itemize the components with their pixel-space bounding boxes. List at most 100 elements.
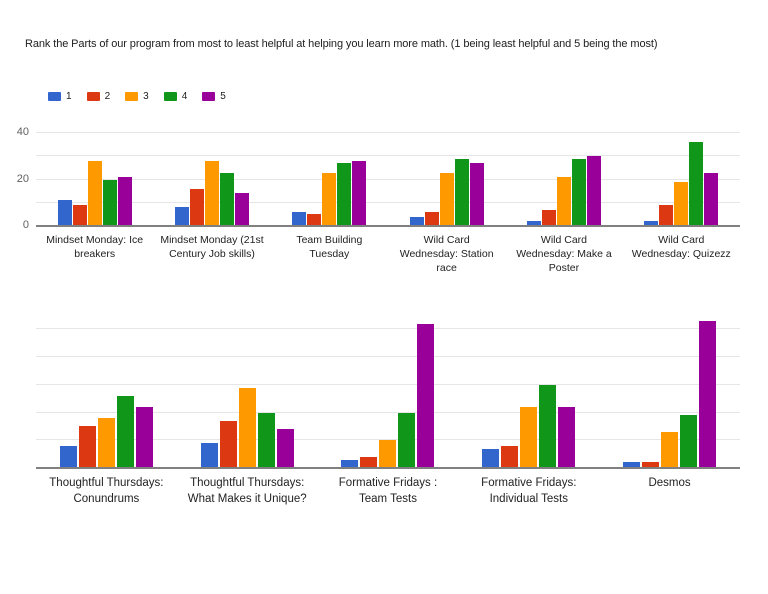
bar-rating-5 (558, 407, 576, 468)
bar-rating-5 (135, 407, 153, 468)
legend-item-4: 4 (163, 91, 188, 102)
bar-groups (36, 133, 740, 226)
bar-rating-5 (352, 160, 367, 226)
category-label: Wild Card Wednesday: Make a Poster (516, 234, 612, 275)
bar-rating-3 (674, 181, 689, 226)
bar-rating-3 (379, 440, 397, 468)
question-title: Rank the Parts of our program from most … (25, 38, 658, 50)
bar-rating-1 (526, 221, 541, 226)
bar-group (318, 310, 459, 468)
bar-rating-1 (482, 448, 500, 468)
bar-rating-5 (586, 156, 601, 226)
gridline (36, 411, 740, 413)
bar-rating-1 (174, 207, 189, 226)
legend-swatch-icon (163, 92, 177, 101)
bar-rating-3 (520, 407, 538, 468)
gridline (36, 328, 740, 330)
gridline (36, 132, 740, 133)
bar-rating-5 (276, 429, 294, 468)
y-axis-tick-label: 0 (22, 219, 29, 231)
gridline (36, 439, 740, 441)
legend-label: 1 (66, 91, 72, 102)
x-axis-line (36, 225, 740, 227)
legend-label: 4 (181, 91, 188, 102)
x-axis-line (36, 467, 740, 469)
category-labels-bottom: Thoughtful Thursdays: Conundrums Thoughtf… (36, 476, 740, 507)
bar-rating-5 (417, 323, 435, 468)
bar-rating-1 (292, 212, 307, 226)
legend-label: 5 (220, 91, 226, 102)
bar-groups (36, 310, 740, 468)
bar-rating-4 (539, 384, 557, 468)
bar-rating-4 (454, 158, 469, 226)
bar-rating-2 (72, 205, 87, 226)
bar-rating-1 (623, 462, 641, 468)
bar-group (153, 133, 270, 226)
category-label: Team Building Tuesday (296, 234, 363, 261)
bar-rating-1 (409, 216, 424, 226)
bar-rating-3 (556, 177, 571, 226)
bar-rating-2 (219, 420, 237, 468)
bar-rating-4 (257, 412, 275, 468)
bar-rating-2 (78, 426, 96, 468)
legend-swatch-icon (86, 92, 100, 101)
bar-rating-4 (102, 179, 117, 226)
category-label: Formative Fridays : Team Tests (338, 477, 438, 505)
bar-rating-3 (238, 387, 256, 468)
bar-group (623, 133, 740, 226)
bar-rating-1 (59, 445, 77, 468)
category-label: Mindset Monday: Ice breakers (46, 234, 144, 261)
ratings-chart-bottom (0, 310, 768, 469)
legend-swatch-icon (48, 92, 61, 101)
bar-rating-4 (116, 395, 134, 468)
gridline (36, 178, 740, 180)
bar-rating-4 (219, 172, 234, 226)
bar-rating-4 (680, 415, 698, 468)
legend-item-2: 2 (86, 91, 111, 102)
bar-rating-2 (642, 462, 660, 468)
legend-swatch-icon (125, 92, 139, 101)
bar-rating-1 (341, 459, 359, 468)
gridline (36, 155, 740, 157)
bar-rating-3 (439, 172, 454, 226)
bar-rating-5 (704, 172, 719, 226)
bar-rating-3 (661, 431, 679, 468)
bar-rating-3 (204, 160, 219, 226)
bar-rating-2 (424, 212, 439, 226)
bar-rating-2 (307, 214, 322, 226)
bar-rating-2 (659, 205, 674, 226)
bar-rating-4 (571, 158, 586, 226)
y-axis-tick-label: 20 (16, 172, 29, 185)
category-label: Mindset Monday (21st Century Job skills) (160, 234, 264, 261)
bar-group (36, 133, 153, 226)
y-axis-tick-label: 40 (16, 126, 29, 138)
bar-rating-3 (87, 160, 102, 226)
bar-group (36, 310, 177, 468)
bar-rating-2 (360, 456, 378, 468)
category-label: Desmos (648, 477, 691, 489)
bar-group (505, 133, 622, 226)
bar-rating-4 (398, 412, 416, 468)
category-label: Thoughtful Thursdays: Conundrums (49, 477, 164, 505)
bar-rating-1 (57, 200, 72, 226)
bar-group (271, 133, 388, 226)
category-labels-top: Mindset Monday: Ice breakers Mindset Mond… (36, 233, 740, 276)
legend-label: 2 (104, 91, 111, 102)
bar-rating-4 (689, 142, 704, 226)
legend-item-5: 5 (202, 91, 226, 102)
bar-rating-2 (541, 209, 556, 226)
ratings-chart-top: 0 20 40 (0, 126, 768, 231)
bar-group (599, 310, 740, 468)
category-label: Thoughtful Thursdays: What Makes it Uniq… (187, 477, 307, 505)
category-label: Wild Card Wednesday: Quizezz (631, 234, 731, 261)
gridline (36, 383, 740, 385)
bar-rating-2 (189, 188, 204, 226)
chart-legend: 1 2 3 4 5 (48, 91, 226, 102)
bar-rating-1 (200, 443, 218, 468)
bar-rating-2 (501, 445, 519, 468)
plot-area (36, 132, 740, 227)
legend-item-3: 3 (125, 91, 149, 102)
bar-rating-1 (644, 221, 659, 226)
bar-rating-5 (234, 193, 249, 226)
